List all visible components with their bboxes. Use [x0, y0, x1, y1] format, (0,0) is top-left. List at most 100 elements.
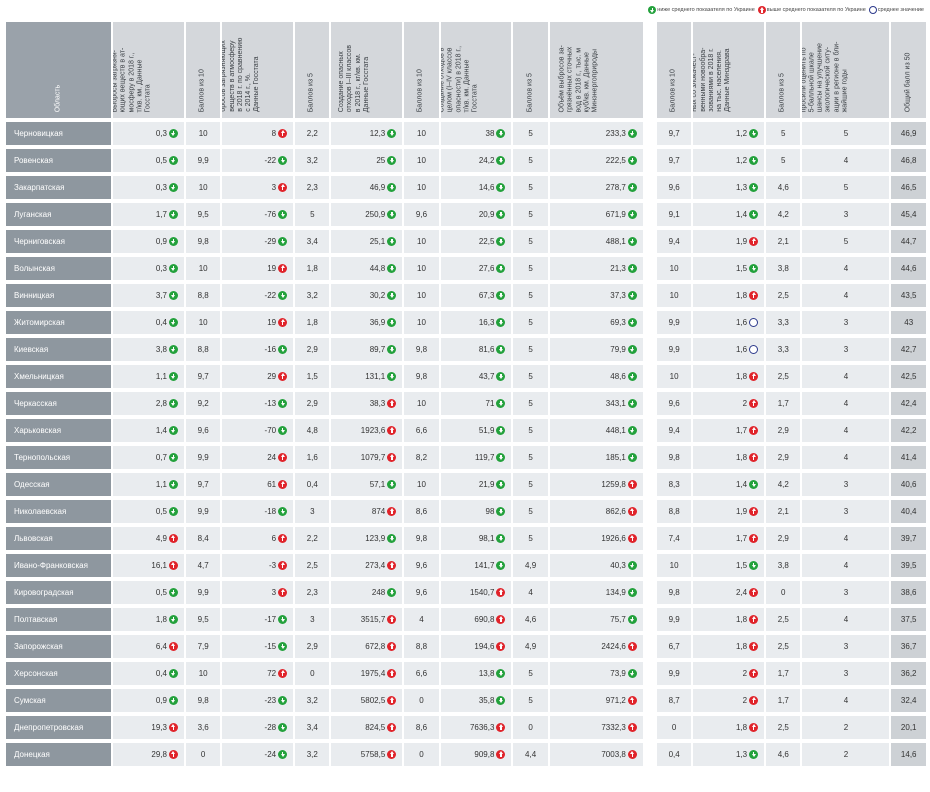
score-cell: 5: [766, 122, 801, 145]
emissions-value: 19,3: [113, 716, 184, 739]
arrow-up-icon: [168, 723, 178, 733]
emissions-value: 1,1: [113, 473, 184, 496]
score-cell: 5: [766, 149, 801, 172]
total-score: 46,9: [891, 122, 926, 145]
table-row: Львовская 4,9 8,4 6 2,2 123,9 9,8 98,1 5 1926,6 7,…: [6, 527, 926, 550]
arrow-down-icon: [278, 696, 288, 706]
score-cell: 3,2: [295, 284, 330, 307]
wastewater-value: 48,6: [549, 365, 643, 388]
arrow-down-icon: [496, 453, 506, 463]
region-name: Житомирская: [6, 311, 112, 334]
wastewater-value: 862,6: [549, 500, 643, 523]
score-cell: 2,3: [295, 581, 330, 604]
wastewater-value: 73,9: [549, 662, 643, 685]
emissions-change-value: 72: [222, 662, 294, 685]
table-row: Николаевская 0,5 9,9 -18 3 874 8,6 98 5 862,6 8,8 1…: [6, 500, 926, 523]
score-cell: 5: [513, 662, 548, 685]
survey-score: 4: [802, 446, 890, 469]
table-row: Волынская 0,3 10 19 1,8 44,8 10 27,6 5 21,3 10 1,5 3…: [6, 257, 926, 280]
table-row: Киевская 3,8 8,8 -16 2,9 89,7 9,8 81,6 5 79,9 9,9 1…: [6, 338, 926, 361]
hazard-waste-value: 57,1: [331, 473, 403, 496]
gap-cell: [645, 716, 655, 739]
score-cell: 5: [513, 473, 548, 496]
total-score: 36,2: [891, 662, 926, 685]
gap-cell: [645, 122, 655, 145]
arrow-up-icon: [496, 588, 506, 598]
arrow-up-icon: [749, 642, 759, 652]
arrow-down-icon: [496, 372, 506, 382]
total-waste-value: 119,7: [440, 446, 512, 469]
emissions-value: 1,8: [113, 608, 184, 631]
cancer-value: 1,5: [693, 257, 765, 280]
score-cell: 9,5: [185, 608, 221, 631]
score-cell: 5: [513, 338, 548, 361]
score-cell: 8,8: [656, 500, 692, 523]
arrow-up-icon: [627, 696, 637, 706]
header-gap: [645, 22, 655, 118]
score-cell: 4,4: [513, 743, 548, 766]
total-score: 32,4: [891, 689, 926, 712]
arrow-up-icon: [749, 453, 759, 463]
score-cell: 10: [185, 122, 221, 145]
arrow-up-icon: [387, 696, 397, 706]
total-score: 43: [891, 311, 926, 334]
score-cell: 1,5: [295, 365, 330, 388]
survey-score: 3: [802, 500, 890, 523]
cancer-value: 1,3: [693, 176, 765, 199]
score-cell: 9,9: [656, 608, 692, 631]
gap-cell: [645, 527, 655, 550]
score-cell: 0: [404, 743, 439, 766]
wastewater-value: 1259,8: [549, 473, 643, 496]
header-wastewater: Объём выбросов за-грязнённых сточных вод …: [549, 22, 643, 118]
score-cell: 9,6: [185, 419, 221, 442]
emissions-value: 0,3: [113, 257, 184, 280]
arrow-up-icon: [496, 750, 506, 760]
score-cell: 1,7: [766, 392, 801, 415]
arrow-down-icon: [168, 237, 178, 247]
emissions-change-value: -18: [222, 500, 294, 523]
score-cell: 3,2: [295, 149, 330, 172]
score-cell: 1,8: [295, 257, 330, 280]
arrow-down-icon: [496, 318, 506, 328]
header-emissions: Выбросы загрязня-ющих веществ в ат-мосфе…: [113, 22, 184, 118]
header-score-6: Баллов из 5: [766, 22, 801, 118]
score-cell: 0: [295, 662, 330, 685]
total-waste-value: 67,3: [440, 284, 512, 307]
survey-score: 4: [802, 392, 890, 415]
region-name: Тернопольская: [6, 446, 112, 469]
score-cell: 9,7: [656, 149, 692, 172]
cancer-value: 1,9: [693, 230, 765, 253]
total-waste-value: 13,8: [440, 662, 512, 685]
cancer-value: 1,8: [693, 446, 765, 469]
arrow-down-icon: [496, 669, 506, 679]
arrow-up-icon: [278, 588, 288, 598]
hazard-waste-value: 1079,7: [331, 446, 403, 469]
wastewater-value: 21,3: [549, 257, 643, 280]
score-cell: 3,6: [185, 716, 221, 739]
region-name: Закарпатская: [6, 176, 112, 199]
total-waste-value: 27,6: [440, 257, 512, 280]
arrow-down-icon: [168, 345, 178, 355]
arrow-up-icon: [749, 534, 759, 544]
total-waste-value: 71: [440, 392, 512, 415]
wastewater-value: 69,3: [549, 311, 643, 334]
score-cell: 3,4: [295, 716, 330, 739]
arrow-down-icon: [387, 291, 397, 301]
arrow-up-icon: [278, 453, 288, 463]
survey-score: 3: [802, 338, 890, 361]
wastewater-value: 448,1: [549, 419, 643, 442]
score-cell: 2,9: [295, 635, 330, 658]
score-cell: 5: [513, 311, 548, 334]
score-cell: 1,7: [766, 689, 801, 712]
arrow-up-icon: [749, 615, 759, 625]
arrow-down-icon: [168, 426, 178, 436]
total-score: 44,6: [891, 257, 926, 280]
table-row: Сумская 0,9 9,8 -23 3,2 5802,5 0 35,8 5 971,2 8,7 2…: [6, 689, 926, 712]
score-cell: 9,9: [185, 581, 221, 604]
arrow-up-icon: [749, 291, 759, 301]
table-row: Запорожская 6,4 7,9 -15 2,9 672,8 8,8 194,6 4,9 2…: [6, 635, 926, 658]
total-score: 44,7: [891, 230, 926, 253]
score-cell: 4: [513, 581, 548, 604]
gap-cell: [645, 446, 655, 469]
cancer-value: 1,2: [693, 149, 765, 172]
